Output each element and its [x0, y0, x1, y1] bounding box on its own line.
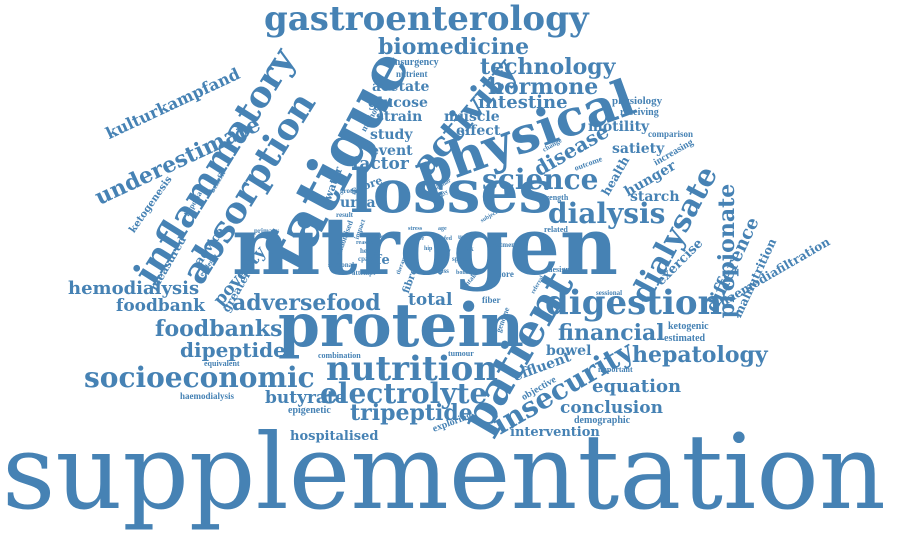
- word-intestine: intestine: [478, 92, 568, 113]
- word-group: group: [340, 187, 358, 195]
- word-attempt: attempt: [352, 269, 376, 277]
- word-study: study: [370, 127, 413, 143]
- word-receiving: receiving: [620, 107, 659, 118]
- word-early: early: [404, 246, 417, 252]
- word-socioeconomic: socioeconomic: [84, 361, 315, 394]
- word-hospitalised: hospitalised: [290, 429, 379, 444]
- word-ketogenic: ketogenic: [668, 321, 709, 332]
- word-age: age: [438, 226, 447, 232]
- word-financial: financial: [558, 320, 665, 346]
- word-epigenetic: epigenetic: [288, 405, 331, 416]
- word-losses: losses: [350, 157, 553, 227]
- word-muscle: muscle: [444, 109, 500, 125]
- word-satiety: satiety: [612, 141, 665, 157]
- word-combination: combination: [318, 351, 361, 360]
- word-life-small: life: [416, 236, 424, 242]
- word-user: user: [458, 233, 471, 241]
- word-total: total: [408, 290, 453, 310]
- word-haemodialysis: haemodialysis: [180, 391, 235, 401]
- word-butyrate: butyrate: [265, 388, 346, 408]
- word-fed: fed: [444, 236, 452, 242]
- word-nitrogen: nitrogen: [232, 199, 619, 293]
- word-scale: scale: [386, 234, 399, 240]
- word-loss: loss: [438, 267, 449, 275]
- word-bone: bone: [456, 270, 469, 276]
- word-foodbank: foodbank: [116, 296, 205, 316]
- word-factor: factor: [352, 154, 409, 174]
- word-intervention: intervention: [510, 425, 600, 440]
- word-sectional: sectional: [328, 261, 355, 269]
- word-risk: risk: [462, 245, 474, 253]
- word-hemodialysis: hemodialysis: [68, 278, 200, 299]
- word-equation: equation: [592, 376, 682, 397]
- word-equivalent: equivalent: [204, 359, 240, 368]
- word-conclusion: conclusion: [560, 398, 663, 418]
- word-technology: technology: [480, 54, 616, 80]
- word-treatment: treatment: [488, 241, 518, 249]
- word-strain: strain: [376, 109, 423, 125]
- word-hormone: hormone: [488, 74, 599, 100]
- word-urea: urea: [340, 195, 376, 211]
- word-tripeptide: tripeptide: [350, 400, 473, 426]
- word-dialysis: dialysis: [548, 197, 666, 230]
- word-event: event: [370, 143, 413, 159]
- word-heart: heart: [360, 247, 376, 255]
- word-digestion: digestion: [545, 283, 723, 323]
- word-cpap: cpap: [358, 255, 373, 263]
- word-dipeptide: dipeptide: [180, 338, 286, 362]
- word-protein: protein: [278, 291, 524, 361]
- word-adversefood: adversefood: [232, 290, 381, 316]
- word-sessional: sessional: [596, 289, 623, 297]
- word-strength: strength: [540, 193, 569, 202]
- word-week: week: [370, 234, 383, 240]
- word-supplementation: supplementation: [2, 411, 886, 533]
- word-effect: effect: [456, 123, 501, 139]
- word-more: more: [494, 269, 514, 279]
- word-estimated: estimated: [664, 333, 706, 344]
- word-spent: spent: [452, 255, 468, 263]
- word-comparison: comparison: [648, 129, 693, 139]
- word-fiber: fiber: [482, 295, 501, 305]
- word-tumour: tumour: [448, 349, 474, 358]
- word-life: life: [366, 253, 390, 268]
- word-design: design: [548, 265, 570, 274]
- word-foodbanks: foodbanks: [155, 316, 283, 342]
- word-bowel: bowel: [546, 343, 592, 359]
- word-primary: primary: [254, 227, 279, 235]
- word-insurgency: insurgency: [392, 57, 439, 68]
- word-important: important: [598, 365, 633, 374]
- word-biomedicine: biomedicine: [378, 34, 530, 60]
- word-nutrition: nutrition: [326, 349, 498, 389]
- word-motility: motility: [588, 119, 650, 135]
- word-hip: hip: [424, 246, 433, 252]
- word-science: science: [482, 163, 599, 196]
- word-nutrient: nutrient: [396, 69, 428, 79]
- word-demographic: demographic: [574, 415, 631, 426]
- word-physiology: physiology: [612, 95, 663, 107]
- word-related: related: [544, 225, 568, 234]
- word-glucose: glucose: [368, 95, 428, 111]
- word-electrolyte: electrolyte: [320, 377, 488, 410]
- word-starch: starch: [630, 189, 680, 205]
- word-stress: stress: [408, 226, 423, 232]
- word-reason: reason: [356, 240, 373, 246]
- word-hepatology: hepatology: [632, 342, 768, 368]
- word-acetate: acetate: [372, 79, 430, 95]
- word-result: result: [336, 211, 353, 219]
- word-gastroenterology: gastroenterology: [264, 0, 589, 39]
